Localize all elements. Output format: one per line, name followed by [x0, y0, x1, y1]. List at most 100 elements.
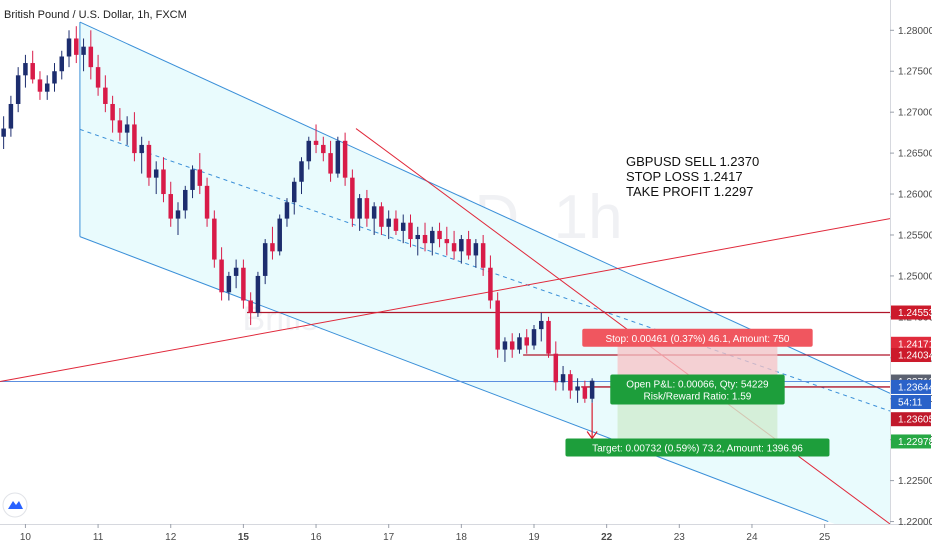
candle-body[interactable]: [473, 243, 479, 256]
candle-body[interactable]: [321, 144, 326, 154]
candle-body[interactable]: [66, 38, 72, 57]
candle-body[interactable]: [59, 56, 65, 72]
candle-body[interactable]: [88, 46, 94, 68]
candle-body[interactable]: [509, 341, 515, 350]
price-tick-label: 1.28000: [898, 26, 932, 37]
candle-body[interactable]: [466, 239, 471, 256]
candle-body[interactable]: [74, 38, 79, 55]
candle-body[interactable]: [437, 230, 442, 240]
candle-body[interactable]: [451, 243, 457, 252]
candle-body[interactable]: [539, 320, 544, 330]
candle-body[interactable]: [219, 259, 224, 293]
ascending-trend-line[interactable]: [0, 218, 891, 383]
candle-body[interactable]: [132, 124, 137, 154]
candle-body[interactable]: [495, 300, 500, 350]
candle-body[interactable]: [422, 234, 428, 244]
candle-body[interactable]: [589, 380, 595, 399]
candle-body[interactable]: [262, 243, 268, 276]
candle-body[interactable]: [241, 267, 246, 301]
candle-body[interactable]: [212, 218, 217, 260]
candle-body[interactable]: [459, 239, 464, 252]
candle-body[interactable]: [546, 320, 551, 354]
price-tag[interactable]: 1.22978: [891, 434, 932, 449]
candle-body[interactable]: [204, 185, 210, 219]
candle-body[interactable]: [357, 198, 362, 219]
candle-body[interactable]: [379, 206, 384, 227]
candle-body[interactable]: [502, 341, 508, 350]
candle-body[interactable]: [15, 75, 21, 104]
position-labels: Stop: 0.00461 (0.37%) 46.1, Amount: 750 O…: [565, 328, 830, 457]
candle-body[interactable]: [488, 267, 493, 301]
price-tag[interactable]: 1.24171: [891, 336, 932, 351]
candle-body[interactable]: [386, 218, 391, 227]
price-tag[interactable]: 1.23605: [891, 412, 932, 427]
candle-body[interactable]: [400, 222, 406, 231]
candle-body[interactable]: [328, 153, 333, 174]
candle-body[interactable]: [270, 243, 275, 252]
candle-body[interactable]: [161, 169, 166, 195]
candle-body[interactable]: [1, 128, 6, 137]
candle-body[interactable]: [313, 140, 319, 145]
candle-body[interactable]: [233, 267, 239, 276]
candle-body[interactable]: [582, 386, 588, 399]
candle-body[interactable]: [117, 120, 123, 133]
time-tick-label: 16: [310, 532, 322, 543]
candle-body[interactable]: [284, 202, 290, 219]
descending-trend-line[interactable]: [355, 128, 891, 525]
candle-body[interactable]: [342, 140, 348, 178]
candle-body[interactable]: [197, 169, 203, 186]
candle-body[interactable]: [350, 177, 355, 219]
candle-body[interactable]: [524, 337, 529, 346]
price-tag[interactable]: 1.23644: [891, 379, 932, 394]
candle-body[interactable]: [52, 71, 57, 84]
price-tick-label: 1.26000: [898, 190, 932, 201]
candle-body[interactable]: [415, 234, 421, 240]
tradingview-logo-button[interactable]: [2, 492, 28, 518]
candle-body[interactable]: [175, 210, 181, 219]
candle-body[interactable]: [248, 300, 253, 313]
candle-body[interactable]: [430, 230, 435, 244]
candle-body[interactable]: [393, 218, 399, 231]
candle-body[interactable]: [139, 144, 144, 154]
candle-body[interactable]: [81, 46, 86, 55]
price-tag[interactable]: 1.24034: [891, 348, 932, 363]
candle-body[interactable]: [575, 386, 580, 391]
candle-body[interactable]: [44, 83, 50, 92]
candlestick-series[interactable]: [1, 26, 598, 440]
candle-body[interactable]: [23, 63, 28, 76]
candle-body[interactable]: [371, 206, 377, 219]
candle-body[interactable]: [444, 239, 450, 244]
candle-body[interactable]: [103, 87, 108, 104]
candle-body[interactable]: [37, 79, 43, 92]
candle-body[interactable]: [517, 337, 522, 350]
candle-body[interactable]: [95, 67, 101, 88]
candle-body[interactable]: [306, 140, 312, 162]
candle-body[interactable]: [553, 353, 559, 383]
candle-body[interactable]: [168, 194, 173, 219]
candle-body[interactable]: [480, 243, 486, 268]
candle-body[interactable]: [255, 275, 261, 313]
candle-body[interactable]: [146, 144, 152, 178]
candle-body[interactable]: [110, 103, 115, 121]
candle-body[interactable]: [291, 181, 297, 203]
candle-body[interactable]: [8, 103, 14, 129]
candle-body[interactable]: [183, 189, 188, 211]
channel-lower-line[interactable]: [79, 236, 829, 523]
candle-body[interactable]: [190, 169, 195, 190]
candle-body[interactable]: [568, 374, 573, 391]
time-tick-label: 11: [93, 532, 104, 543]
candle-body[interactable]: [364, 198, 370, 219]
candle-body[interactable]: [560, 374, 566, 383]
candle-body[interactable]: [531, 329, 537, 346]
candle-body[interactable]: [277, 218, 282, 252]
candle-body[interactable]: [124, 124, 130, 133]
price-tag[interactable]: 1.24553: [891, 305, 932, 320]
candle-body[interactable]: [153, 169, 159, 178]
candle-body[interactable]: [30, 63, 35, 80]
candle-body[interactable]: [299, 161, 304, 182]
candle-body[interactable]: [335, 140, 341, 174]
candle-body[interactable]: [226, 275, 232, 293]
price-tag[interactable]: 54:11: [891, 395, 931, 410]
candle-body[interactable]: [408, 222, 413, 240]
